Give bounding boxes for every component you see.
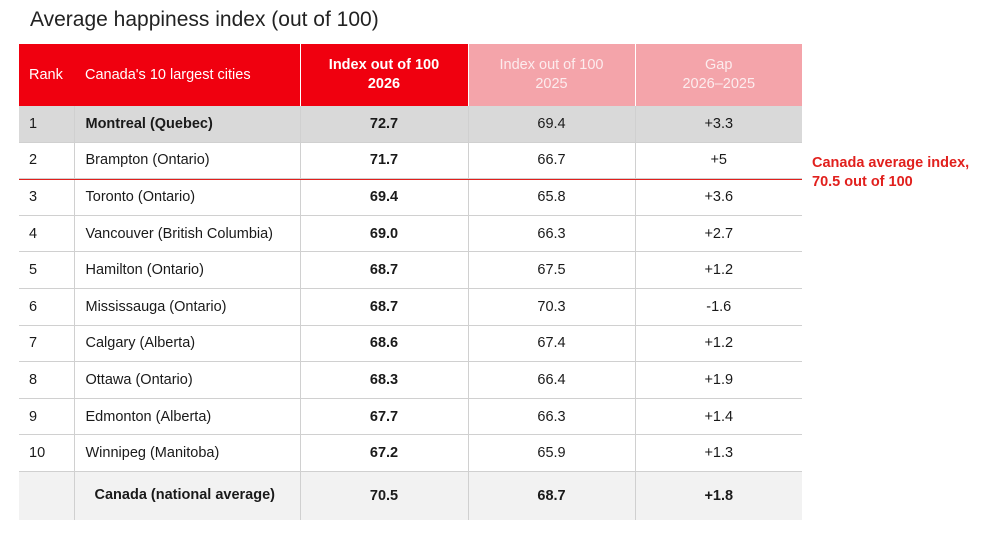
rank-cell: 2 <box>19 142 74 180</box>
city-cell: Winnipeg (Manitoba) <box>73 434 300 472</box>
table-row: 1 Montreal (Quebec) 72.7 69.4 +3.3 <box>19 106 802 143</box>
gap-cell: +5 <box>634 142 802 180</box>
national-average-row: Canada (national average) 70.5 68.7 +1.8 <box>19 471 802 520</box>
index-2026-cell: 67.2 <box>299 434 468 472</box>
table-row: 10 Winnipeg (Manitoba) 67.2 65.9 +1.3 <box>19 434 802 472</box>
gap-cell: +3.3 <box>634 106 802 143</box>
city-cell: Mississauga (Ontario) <box>73 288 300 326</box>
gap-cell: +2.7 <box>634 215 802 253</box>
table-row: 4 Vancouver (British Columbia) 69.0 66.3… <box>19 215 802 253</box>
table-row: 8 Ottawa (Ontario) 68.3 66.4 +1.9 <box>19 361 802 399</box>
rank-cell: 5 <box>19 251 74 289</box>
index-2026-cell: 72.7 <box>299 106 468 143</box>
index-2026-cell: 67.7 <box>299 398 468 436</box>
annotation-line-2: 70.5 out of 100 <box>812 174 913 190</box>
gap-cell: +1.3 <box>634 434 802 472</box>
index-2025-cell: 65.9 <box>467 434 635 472</box>
header-gap: Gap 2026–2025 <box>634 44 802 106</box>
rank-cell: 3 <box>19 178 74 216</box>
index-2025-cell: 66.4 <box>467 361 635 399</box>
gap-cell: +1.9 <box>634 361 802 399</box>
header-index-2025-label: Index out of 100 <box>499 57 604 73</box>
table-header-row: Rank Canada's 10 largest cities Index ou… <box>19 44 802 106</box>
city-cell: Hamilton (Ontario) <box>73 251 300 289</box>
rank-cell: 1 <box>19 106 74 143</box>
rank-cell: 10 <box>19 434 74 472</box>
national-index-2026: 70.5 <box>299 471 468 520</box>
chart-title: Average happiness index (out of 100) <box>30 8 379 31</box>
header-index-2025: Index out of 100 2025 <box>467 44 635 106</box>
table-row: 9 Edmonton (Alberta) 67.7 66.3 +1.4 <box>19 398 802 436</box>
header-rank: Rank <box>19 44 74 106</box>
index-2025-cell: 67.5 <box>467 251 635 289</box>
gap-cell: +1.4 <box>634 398 802 436</box>
rank-cell: 6 <box>19 288 74 326</box>
table-row: 3 Toronto (Ontario) 69.4 65.8 +3.6 <box>19 178 802 216</box>
rank-cell: 7 <box>19 325 74 363</box>
header-index-2025-year: 2025 <box>535 76 568 92</box>
table-row: 6 Mississauga (Ontario) 68.7 70.3 -1.6 <box>19 288 802 326</box>
index-2025-cell: 69.4 <box>467 106 635 143</box>
header-index-2026-year: 2026 <box>367 76 401 92</box>
table-row: 2 Brampton (Ontario) 71.7 66.7 +5 <box>19 142 802 180</box>
city-cell: Edmonton (Alberta) <box>73 398 300 436</box>
city-cell: Toronto (Ontario) <box>73 178 300 216</box>
index-2025-cell: 66.3 <box>467 398 635 436</box>
rank-cell: 8 <box>19 361 74 399</box>
header-city-label: Canada's 10 largest cities <box>85 66 251 83</box>
gap-cell: +3.6 <box>634 178 802 216</box>
header-index-2026: Index out of 100 2026 <box>299 44 468 106</box>
index-2025-cell: 66.7 <box>467 142 635 180</box>
index-2025-cell: 65.8 <box>467 178 635 216</box>
header-rank-label: Rank <box>29 66 63 83</box>
city-cell: Ottawa (Ontario) <box>73 361 300 399</box>
canada-average-line <box>19 179 802 180</box>
city-cell: Montreal (Quebec) <box>73 106 300 143</box>
header-index-2026-label: Index out of 100 <box>328 57 440 73</box>
city-cell: Calgary (Alberta) <box>73 325 300 363</box>
index-2025-cell: 66.3 <box>467 215 635 253</box>
index-2025-cell: 67.4 <box>467 325 635 363</box>
gap-cell: +1.2 <box>634 325 802 363</box>
happiness-table: Rank Canada's 10 largest cities Index ou… <box>19 44 802 520</box>
index-2026-cell: 68.3 <box>299 361 468 399</box>
rank-cell-empty <box>19 471 74 520</box>
index-2026-cell: 69.0 <box>299 215 468 253</box>
header-gap-label: Gap <box>705 57 733 73</box>
gap-cell: +1.2 <box>634 251 802 289</box>
index-2026-cell: 71.7 <box>299 142 468 180</box>
city-cell: Brampton (Ontario) <box>73 142 300 180</box>
national-index-2025: 68.7 <box>467 471 635 520</box>
gap-cell: -1.6 <box>634 288 802 326</box>
index-2026-cell: 68.6 <box>299 325 468 363</box>
canada-average-annotation: Canada average index, 70.5 out of 100 <box>812 154 987 192</box>
index-2025-cell: 70.3 <box>467 288 635 326</box>
header-gap-years: 2026–2025 <box>682 76 756 92</box>
table-row: 7 Calgary (Alberta) 68.6 67.4 +1.2 <box>19 325 802 363</box>
national-average-label: Canada (national average) <box>73 471 300 520</box>
index-2026-cell: 68.7 <box>299 288 468 326</box>
index-2026-cell: 68.7 <box>299 251 468 289</box>
table-row: 5 Hamilton (Ontario) 68.7 67.5 +1.2 <box>19 251 802 289</box>
national-gap: +1.8 <box>634 471 802 520</box>
city-cell: Vancouver (British Columbia) <box>73 215 300 253</box>
annotation-line-1: Canada average index, <box>812 155 970 171</box>
rank-cell: 4 <box>19 215 74 253</box>
index-2026-cell: 69.4 <box>299 178 468 216</box>
rank-cell: 9 <box>19 398 74 436</box>
header-city: Canada's 10 largest cities <box>74 44 300 106</box>
